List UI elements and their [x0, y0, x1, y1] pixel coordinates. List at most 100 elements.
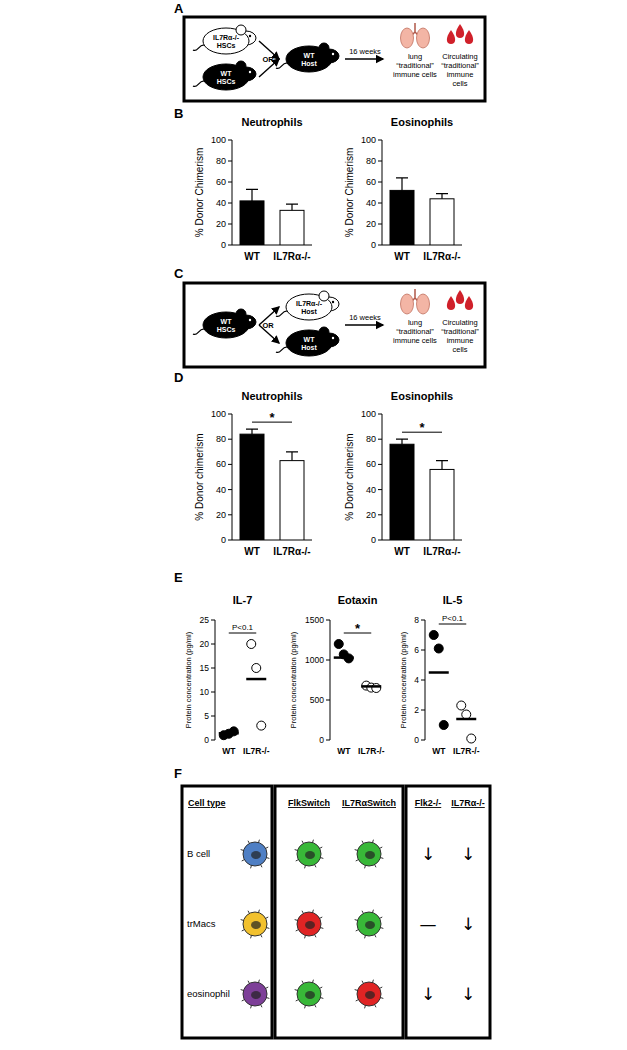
- significance-label: *: [419, 420, 425, 435]
- y-tick-label: 20: [216, 219, 226, 229]
- y-tick-label: 8: [414, 615, 419, 625]
- significance-label: P<0.1: [442, 614, 464, 623]
- y-tick: [211, 644, 215, 645]
- panel-frame: [406, 786, 490, 1038]
- error-bar: [436, 461, 448, 470]
- y-tick: [326, 660, 330, 661]
- y-tick-label: 15: [200, 663, 210, 673]
- readout-label: “traditional”: [396, 327, 434, 336]
- readout-label: “traditional”: [441, 327, 479, 336]
- cell-icon: [243, 912, 267, 936]
- significance-bracket: [439, 624, 467, 625]
- y-tick: [211, 740, 215, 741]
- readout-label: Circulating: [442, 318, 477, 327]
- cell-type-label: trMacs: [187, 918, 216, 929]
- y-tick-label: 25: [200, 615, 210, 625]
- y-axis: [232, 140, 233, 245]
- category-label: WT: [244, 251, 260, 262]
- error-bar: [396, 439, 408, 444]
- y-tick: [326, 740, 330, 741]
- cell-icon: [297, 912, 321, 936]
- readout-label: Circulating: [442, 52, 477, 61]
- y-tick-label: 100: [361, 409, 376, 419]
- data-point: [252, 664, 261, 673]
- blood-drop: [456, 290, 464, 304]
- bar: [240, 434, 264, 540]
- y-tick: [421, 680, 425, 681]
- y-axis-label: Protein concentration (pg/ml): [289, 631, 298, 728]
- mouse-eye: [332, 337, 334, 339]
- blood-drop: [465, 296, 473, 310]
- lung-lobe: [401, 294, 414, 314]
- lung-lobe: [417, 294, 430, 314]
- mean-line: [246, 678, 266, 681]
- category-label: IL7Rα-/-: [273, 546, 310, 557]
- panel-frame: [184, 283, 485, 367]
- mean-line: [456, 718, 476, 721]
- significance-bracket: [229, 633, 257, 634]
- connector-label: OR: [262, 321, 274, 330]
- y-tick: [228, 414, 232, 415]
- category-label: IL7R-/-: [358, 746, 385, 756]
- y-tick-label: 10: [200, 687, 210, 697]
- y-tick-label: 5: [204, 711, 209, 721]
- readout-label: lung: [408, 318, 422, 327]
- y-axis: [215, 620, 216, 740]
- y-tick: [378, 540, 382, 541]
- mouse-eye: [249, 71, 251, 73]
- y-tick: [378, 140, 382, 141]
- cell-icon: [357, 982, 381, 1006]
- chart-title: Eosinophils: [391, 390, 453, 402]
- panel-label: D: [174, 370, 183, 385]
- chart-title: IL-5: [443, 594, 463, 606]
- panel-label: F: [174, 766, 182, 781]
- column-header: IL7Rα-/-: [451, 798, 485, 808]
- y-tick: [228, 140, 232, 141]
- y-tick: [211, 692, 215, 693]
- category-label: WT: [394, 251, 410, 262]
- panel-frame: [184, 17, 485, 101]
- y-tick: [378, 414, 382, 415]
- mouse-eye: [249, 319, 251, 321]
- chart: Neutrophils020406080100% Donor chimerism…: [194, 390, 312, 557]
- data-point: [372, 684, 381, 693]
- cell-icon-nucleus: [305, 851, 315, 859]
- mouse-ear: [236, 309, 246, 319]
- y-tick: [228, 489, 232, 490]
- chart-title: Neutrophils: [241, 116, 302, 128]
- y-tick-label: 40: [216, 198, 226, 208]
- y-tick-label: 0: [319, 735, 324, 745]
- y-tick-label: 500: [310, 695, 324, 705]
- chart: IL-70510152025Protein concentration (pg/…: [184, 594, 270, 756]
- data-point: [434, 644, 443, 653]
- y-tick: [378, 182, 382, 183]
- chart-title: Neutrophils: [241, 390, 302, 402]
- category-label: WT: [337, 746, 351, 756]
- y-tick-label: 2: [414, 705, 419, 715]
- category-label: WT: [394, 546, 410, 557]
- panel-label: A: [174, 1, 184, 16]
- significance-label: *: [269, 410, 275, 425]
- significance-label: *: [355, 621, 361, 636]
- y-tick-label: 20: [366, 510, 376, 520]
- y-tick: [211, 668, 215, 669]
- chart: Eosinophils020406080100% Donor Chimerism…: [344, 116, 462, 262]
- knockout-effect: ↓: [461, 914, 475, 934]
- cell-icon: [357, 912, 381, 936]
- data-point: [467, 734, 476, 743]
- column-header: Cell type: [188, 798, 226, 808]
- y-tick: [421, 710, 425, 711]
- blood-drop: [447, 30, 455, 44]
- cell-icon-nucleus: [365, 921, 375, 929]
- donor-label: WT: [221, 318, 233, 325]
- mouse-tail: [193, 45, 205, 51]
- y-axis: [382, 140, 383, 245]
- category-label: WT: [222, 746, 236, 756]
- donor-label: HSCs: [217, 326, 236, 333]
- host-label: WT: [304, 52, 316, 59]
- y-axis-label: % Donor Chimerism: [194, 148, 205, 237]
- knockout-effect: ↓: [461, 844, 475, 864]
- cell-icon: [243, 982, 267, 1006]
- readout-label: “traditional”: [441, 61, 479, 70]
- mouse-ear: [236, 61, 246, 71]
